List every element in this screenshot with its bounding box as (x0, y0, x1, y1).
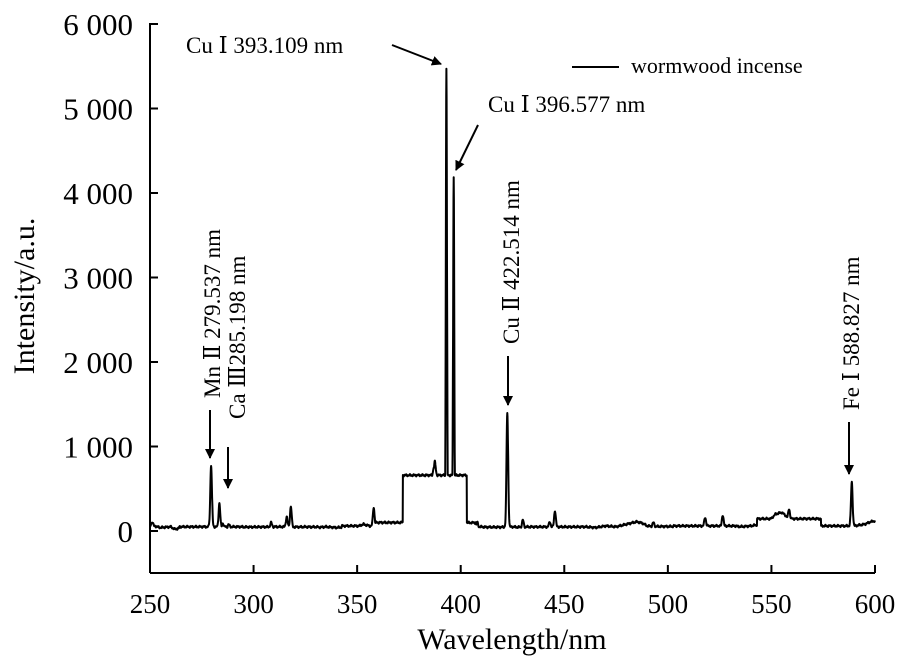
peak-annotation-label: Cu Ⅱ 422.514 nm (499, 180, 524, 344)
x-tick-label: 300 (233, 589, 274, 619)
legend: wormwood incense (572, 53, 803, 78)
y-tick-label: 0 (118, 514, 134, 549)
y-tick-label: 1 000 (63, 430, 133, 465)
peak-annotation-label: Mn Ⅱ 279.537 nm (200, 229, 225, 398)
peak-annotations: Cu Ⅰ 393.109 nm Cu Ⅰ 396.577 nm Cu Ⅱ 422.5… (186, 33, 864, 489)
y-tick-label: 4 000 (63, 176, 133, 211)
legend-label: wormwood incense (631, 53, 803, 78)
y-tick-label: 3 000 (63, 261, 133, 296)
peak-annotation-label: Cu Ⅰ 393.109 nm (186, 33, 343, 58)
peak-annotation-label: Cu Ⅰ 396.577 nm (488, 92, 645, 117)
peak-annotation-arrow (391, 44, 442, 66)
x-tick-label: 250 (130, 589, 171, 619)
y-tick-label: 6 000 (63, 7, 133, 42)
y-axis-ticks: 0 1 000 2 000 3 000 4 000 5 000 6 000 (63, 7, 158, 549)
y-tick-label: 5 000 (63, 92, 133, 127)
peak-annotation-arrow (455, 124, 479, 171)
x-tick-label: 400 (440, 589, 481, 619)
x-tick-label: 450 (544, 589, 585, 619)
y-axis-title: Intensity/a.u. (8, 218, 41, 375)
x-axis-ticks: 250 300 350 400 450 500 550 600 (130, 565, 896, 619)
plot-area (149, 67, 876, 531)
x-tick-label: 350 (337, 589, 378, 619)
peak-annotation-label: Fe Ⅰ 588.827 nm (839, 256, 864, 410)
x-tick-label: 550 (751, 589, 792, 619)
series-line-wormwood-incense (149, 67, 876, 531)
y-tick-label: 2 000 (63, 345, 133, 380)
x-tick-label: 500 (648, 589, 689, 619)
peak-annotation-label: Ca Ⅲ285.198 nm (225, 256, 250, 419)
x-tick-label: 600 (855, 589, 896, 619)
x-axis-title: Wavelength/nm (417, 623, 606, 656)
